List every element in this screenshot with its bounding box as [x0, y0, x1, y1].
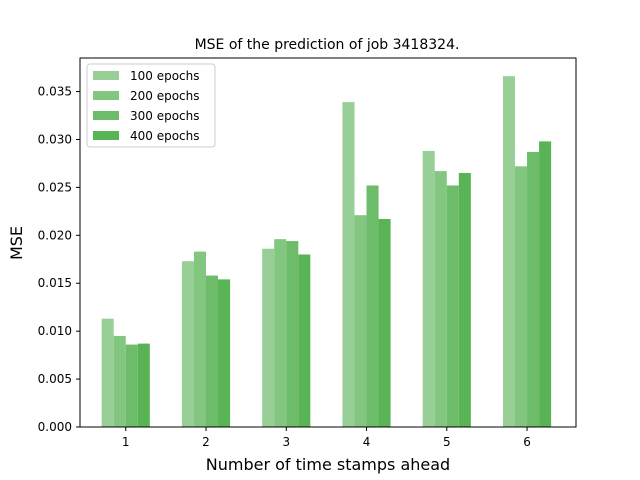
bar-200-epochs-1: [113, 335, 126, 427]
x-tick-label: 1: [122, 435, 130, 449]
legend-swatch: [93, 91, 119, 100]
bar-100-epochs-2: [181, 261, 194, 427]
bar-300-epochs-5: [446, 185, 459, 427]
legend-box: [86, 63, 216, 148]
bar-300-epochs-3: [286, 241, 299, 427]
y-tick-label: 0.025: [38, 180, 72, 194]
legend-swatch: [93, 71, 119, 80]
legend-swatch: [93, 111, 119, 120]
legend: 100 epochs 200 epochs 300 epochs 400 epochs: [86, 63, 216, 148]
bar-300-epochs-6: [527, 151, 540, 427]
bar-200-epochs-4: [354, 215, 367, 427]
bar-200-epochs-6: [515, 166, 528, 427]
x-axis: 1 2 3 4 5 6: [122, 427, 531, 449]
bar-400-epochs-1: [137, 343, 150, 427]
bars-group: [101, 76, 552, 428]
legend-label: 300 epochs: [130, 109, 200, 123]
y-tick-label: 0.030: [38, 132, 72, 146]
legend-swatch: [93, 131, 119, 140]
x-tick-label: 2: [202, 435, 210, 449]
bar-400-epochs-4: [378, 219, 391, 427]
legend-label: 400 epochs: [130, 129, 200, 143]
bar-300-epochs-2: [206, 275, 219, 427]
bar-300-epochs-1: [125, 344, 138, 427]
y-tick-label: 0.000: [38, 420, 72, 434]
bar-400-epochs-5: [458, 173, 471, 427]
legend-label: 100 epochs: [130, 69, 200, 83]
bar-300-epochs-4: [366, 185, 379, 427]
bar-100-epochs-6: [502, 76, 516, 427]
bar-400-epochs-6: [539, 141, 552, 428]
bar-200-epochs-5: [434, 171, 447, 427]
bar-100-epochs-1: [101, 318, 114, 427]
bar-200-epochs-3: [274, 239, 287, 427]
bar-100-epochs-5: [422, 150, 435, 428]
y-axis-label: MSE: [7, 226, 26, 260]
x-axis-label: Number of time stamps ahead: [206, 455, 450, 474]
y-tick-label: 0.005: [38, 372, 72, 386]
x-tick-label: 3: [282, 435, 290, 449]
x-tick-label: 5: [443, 435, 451, 449]
y-tick-label: 0.020: [38, 228, 72, 242]
y-axis: 0.000 0.005 0.010 0.015 0.020 0.025 0.030 0.035: [38, 85, 80, 434]
x-tick-label: 4: [363, 435, 371, 449]
y-tick-label: 0.015: [38, 276, 72, 290]
bar-100-epochs-3: [262, 248, 275, 427]
y-tick-label: 0.010: [38, 324, 72, 338]
bar-400-epochs-2: [218, 279, 231, 427]
bar-200-epochs-2: [193, 251, 207, 427]
legend-label: 200 epochs: [130, 89, 200, 103]
bar-400-epochs-3: [298, 254, 311, 427]
chart-title: MSE of the prediction of job 3418324.: [195, 37, 460, 53]
plot-frame: [79, 57, 577, 428]
y-tick-label: 0.035: [38, 85, 72, 99]
x-tick-label: 6: [523, 435, 531, 449]
bar-100-epochs-4: [342, 102, 355, 427]
